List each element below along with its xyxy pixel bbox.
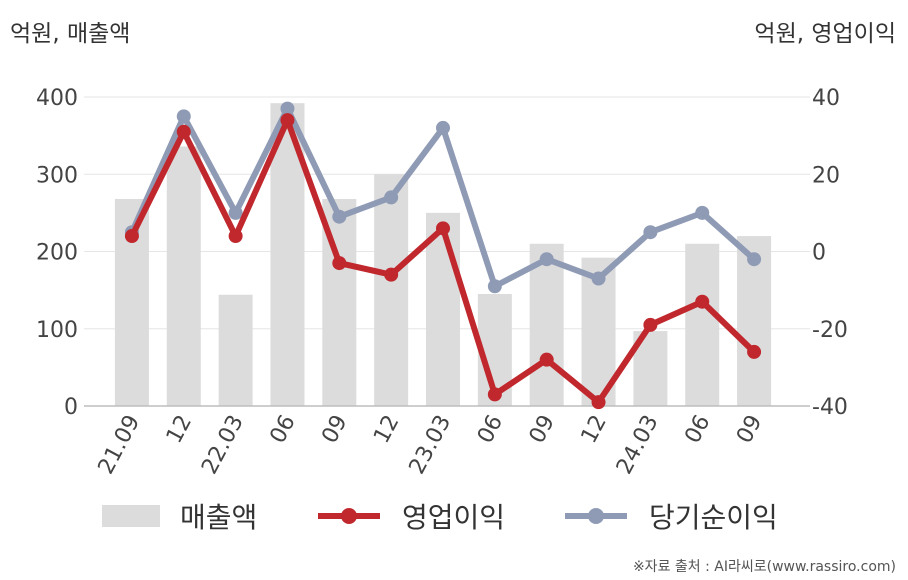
right-tick-label: 0 bbox=[812, 241, 826, 266]
net-income-point bbox=[539, 252, 554, 267]
revenue-bar bbox=[166, 146, 201, 406]
category-label: 06 bbox=[680, 411, 715, 447]
category-label: 24.03 bbox=[612, 411, 664, 478]
category-label: 22.03 bbox=[197, 411, 249, 478]
legend-revenue-label: 매출액 bbox=[180, 501, 258, 534]
net-income-point bbox=[591, 271, 606, 286]
operating-profit-point bbox=[176, 124, 191, 139]
revenue-bar bbox=[426, 212, 460, 406]
operating-profit-point bbox=[332, 256, 347, 271]
legend-revenue: 매출액 bbox=[102, 496, 257, 536]
source-credit: ※자료 출처 : AI라씨로(www.rassiro.com) bbox=[632, 559, 896, 575]
operating-profit-point bbox=[487, 387, 502, 402]
legend-operating-profit-label: 영업이익 bbox=[402, 501, 506, 534]
revenue-bars bbox=[114, 103, 772, 407]
net-income-point bbox=[643, 225, 658, 240]
legend-operating-profit: 영업이익 bbox=[318, 496, 505, 536]
net-income-point bbox=[280, 101, 295, 116]
left-tick-label: 300 bbox=[36, 163, 78, 188]
net-income-point bbox=[332, 209, 347, 224]
right-tick-label: -40 bbox=[812, 395, 848, 420]
operating-profit-point bbox=[436, 221, 450, 236]
profit-lines bbox=[124, 101, 762, 410]
net-income-point bbox=[747, 252, 762, 267]
net-income-point bbox=[176, 109, 191, 124]
right-tick-label: -20 bbox=[812, 318, 848, 343]
left-axis-unit: 억원, 매출액 bbox=[10, 21, 131, 47]
revenue-bar bbox=[529, 243, 564, 406]
net-income-point bbox=[228, 205, 243, 220]
legend-net-income: 당기순이익 bbox=[565, 496, 778, 536]
left-tick-label: 200 bbox=[36, 241, 78, 266]
net-income-point bbox=[436, 120, 450, 135]
operating-profit-point bbox=[539, 352, 554, 367]
left-tick-label: 100 bbox=[36, 318, 78, 343]
operating-profit-point bbox=[124, 229, 139, 244]
legend-net-income-label: 당기순이익 bbox=[649, 501, 778, 534]
net-income-point bbox=[384, 190, 399, 205]
operating-profit-point bbox=[280, 113, 295, 128]
category-label: 12 bbox=[162, 411, 197, 447]
right-tick-label: 20 bbox=[812, 163, 840, 188]
category-label: 12 bbox=[577, 411, 612, 447]
revenue-bar bbox=[374, 174, 409, 406]
category-label: 09 bbox=[732, 411, 767, 447]
left-tick-label: 400 bbox=[36, 86, 78, 111]
revenue-bar bbox=[218, 294, 253, 406]
operating-profit-point bbox=[228, 229, 243, 244]
legend-net-income-swatch bbox=[565, 506, 627, 526]
net-income-point bbox=[695, 205, 710, 220]
net-income-point bbox=[487, 279, 502, 294]
left-tick-label: 0 bbox=[64, 395, 78, 420]
revenue-bar bbox=[685, 243, 720, 406]
operating-profit-point bbox=[591, 395, 606, 410]
category-label: 12 bbox=[369, 411, 404, 447]
right-axis-unit: 억원, 영업이익 bbox=[754, 21, 896, 47]
operating-profit-point bbox=[747, 344, 762, 359]
operating-profit-point bbox=[384, 267, 399, 282]
category-label: 09 bbox=[317, 411, 352, 447]
right-tick-label: 40 bbox=[812, 86, 840, 111]
category-label: 09 bbox=[525, 411, 560, 447]
category-label: 06 bbox=[473, 411, 508, 447]
operating-profit-point bbox=[643, 317, 658, 332]
legend-revenue-swatch bbox=[102, 505, 160, 527]
category-label: 23.03 bbox=[405, 411, 457, 478]
legend-operating-profit-swatch bbox=[318, 506, 380, 526]
operating-profit-point bbox=[695, 294, 710, 309]
category-label: 21.09 bbox=[94, 411, 146, 478]
category-label: 06 bbox=[266, 411, 301, 447]
